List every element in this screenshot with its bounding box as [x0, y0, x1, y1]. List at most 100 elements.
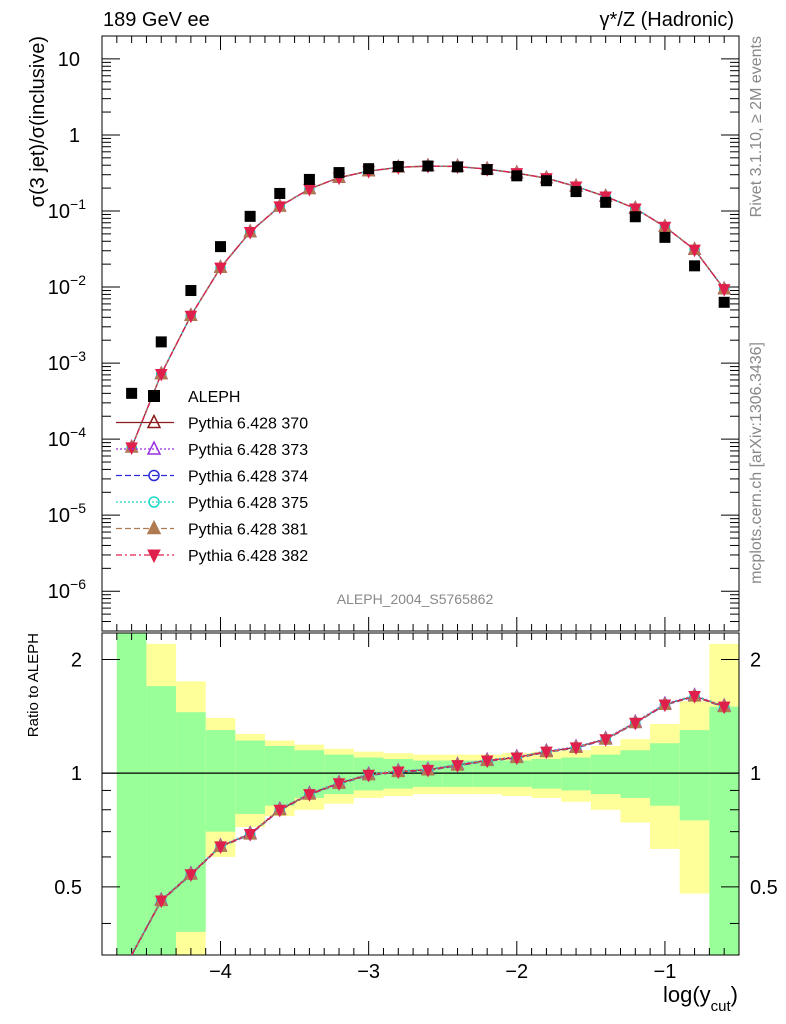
mc-point — [628, 203, 642, 217]
analysis-id: ALEPH_2004_S5765862 — [337, 591, 494, 607]
ratio-point — [688, 691, 701, 704]
y-tick-label-bottom-right: 0.5 — [750, 877, 778, 899]
y-tick-label-top: 10−2 — [48, 272, 86, 299]
y-tick-label-base: 10 — [48, 277, 70, 299]
legend: ALEPH Pythia 6.428 370 Pythia 6.428 373 Pyt… — [116, 389, 308, 565]
y-axis-label-bottom: Ratio to ALEPH — [25, 633, 42, 737]
data-point — [333, 167, 345, 179]
ratio-point — [717, 701, 731, 715]
y-tick-label-top: 10−4 — [48, 424, 86, 451]
band-green-18 — [650, 743, 680, 806]
data-point — [185, 285, 197, 297]
data-point — [659, 231, 671, 243]
y-tick-label-exponent: −4 — [70, 424, 86, 440]
ratio-point — [184, 869, 198, 882]
data-point — [629, 211, 641, 223]
data-point — [244, 210, 256, 222]
y-tick-label-exponent: −1 — [70, 196, 86, 212]
data-point — [481, 164, 493, 176]
x-tick-label: −3 — [357, 961, 380, 983]
uncertainty-bands — [102, 633, 739, 955]
y-tick-label-base: 10 — [48, 353, 70, 375]
y-tick-label-top: 10−3 — [48, 348, 86, 375]
y-tick-label-bottom-right: 1 — [750, 763, 761, 785]
legend-marker — [148, 496, 160, 508]
ratio-point — [480, 755, 494, 769]
y-tick-label-top: 10 — [58, 49, 80, 71]
ratio-point — [243, 829, 257, 842]
ratio-point — [362, 769, 375, 783]
ratio-point — [569, 742, 583, 756]
header-left: 189 GeV ee — [103, 9, 210, 31]
y-tick-label-exponent: −6 — [70, 576, 86, 592]
ratio-point — [303, 789, 316, 802]
legend-marker — [146, 519, 162, 535]
y-tick-label-top: 10−6 — [48, 576, 86, 603]
ratio-point — [154, 895, 168, 909]
data-point — [126, 387, 138, 399]
ratio-point — [421, 764, 435, 778]
ratio-point — [214, 841, 227, 854]
band-green-15 — [561, 757, 591, 791]
data-point — [155, 336, 167, 348]
legend-label: Pythia 6.428 375 — [188, 495, 308, 512]
axis-ticks — [101, 35, 740, 955]
data-point — [452, 161, 464, 173]
ratio-series — [131, 687, 731, 955]
mc-point — [184, 310, 198, 324]
legend-label: Pythia 6.428 382 — [188, 548, 308, 565]
x-tick-label: −1 — [654, 961, 677, 983]
top-panel-frame — [101, 35, 740, 632]
data-point — [392, 160, 404, 172]
y-tick-label-top: 10−5 — [48, 500, 86, 527]
legend-label: ALEPH — [188, 389, 240, 406]
y-tick-label-exponent: −3 — [70, 348, 86, 364]
data-point — [215, 241, 227, 253]
data-point — [600, 196, 612, 208]
ratio-point — [599, 734, 612, 747]
data-point — [303, 173, 315, 185]
data-series-top — [126, 160, 730, 399]
legend-marker — [148, 390, 160, 402]
x-axis-label-sub: cut — [711, 998, 732, 1015]
mc-series-top — [124, 157, 731, 455]
mc-point — [688, 244, 701, 258]
data-point — [274, 187, 286, 199]
y-tick-label-bottom-left: 1 — [71, 763, 82, 785]
legend-label: Pythia 6.428 373 — [188, 442, 308, 459]
legend-label: Pythia 6.428 370 — [188, 416, 308, 433]
legend-label: Pythia 6.428 374 — [188, 469, 308, 486]
ratio-point — [332, 778, 346, 791]
mc-point — [214, 262, 227, 276]
legend-label: Pythia 6.428 381 — [188, 522, 308, 539]
band-green-3 — [205, 730, 236, 832]
x-tick-label: −4 — [209, 961, 232, 983]
x-axis-label-close: ) — [731, 982, 738, 1007]
data-point — [511, 170, 523, 182]
data-point — [363, 163, 375, 175]
y-tick-label-base: 10 — [48, 581, 70, 603]
y-axis-label-top: σ(3 jet)/σ(inclusive) — [27, 36, 49, 207]
mc-line-5 — [131, 165, 725, 448]
band-green-19 — [679, 730, 710, 821]
band-green-14 — [531, 759, 562, 789]
rivet-label: Rivet 3.1.10, ≥ 2M events — [748, 36, 765, 217]
band-green-20 — [709, 706, 739, 955]
mc-point — [243, 226, 257, 240]
y-tick-label-base: 10 — [48, 505, 70, 527]
y-tick-label-bottom-left: 0.5 — [54, 877, 82, 899]
legend-marker — [148, 469, 160, 482]
band-green-1 — [146, 686, 177, 955]
mc-point — [717, 284, 731, 297]
ratio-line-4 — [131, 695, 725, 955]
mcplots-label: mcplots.cern.ch [arXiv:1306.3436] — [748, 342, 765, 584]
x-tick-label: −2 — [505, 961, 528, 983]
band-green-16 — [590, 754, 621, 795]
y-tick-label-base: 10 — [48, 201, 70, 223]
legend-marker — [146, 440, 162, 455]
data-point — [718, 296, 730, 308]
y-tick-label-bottom-right: 2 — [750, 649, 761, 671]
band-green-5 — [264, 745, 295, 806]
bottom-panel-frame — [101, 632, 740, 956]
